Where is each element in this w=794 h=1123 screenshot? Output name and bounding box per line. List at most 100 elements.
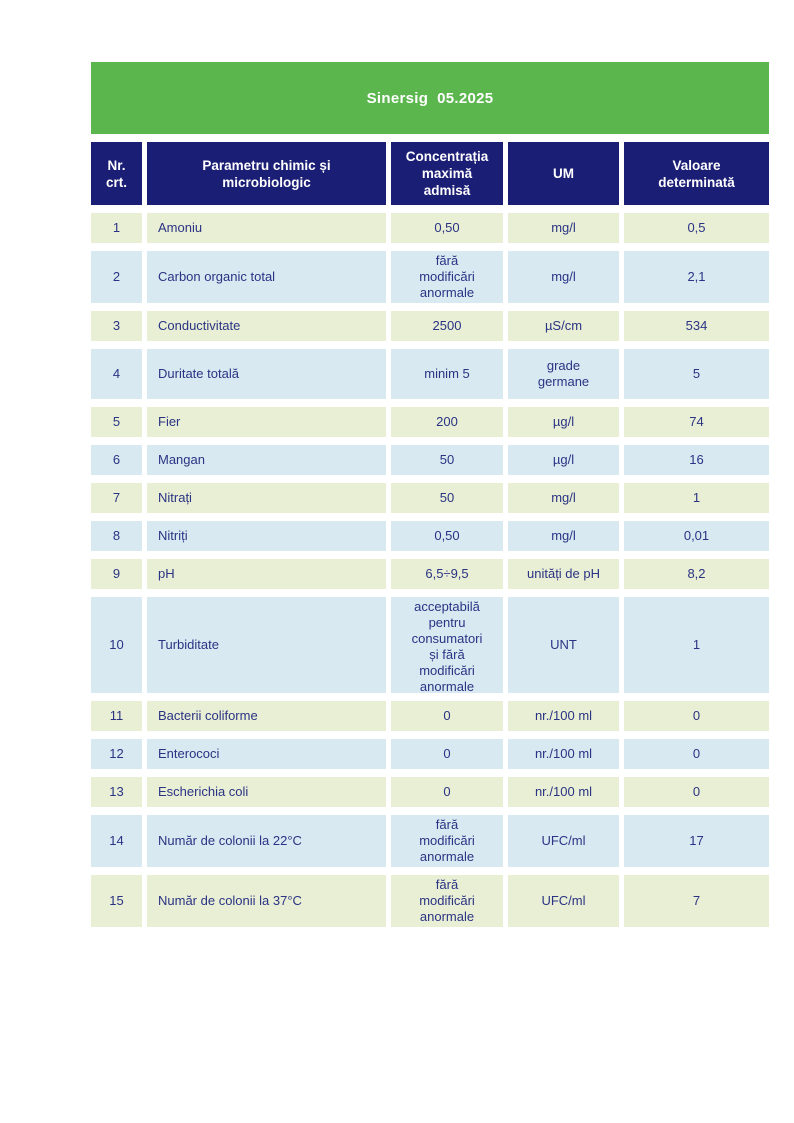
cell-cma: 6,5÷9,5	[391, 559, 503, 589]
cell-param: Număr de colonii la 22°C	[147, 815, 386, 867]
col-header-um: UM	[508, 142, 619, 205]
cell-nr: 10	[91, 597, 142, 693]
cell-param: Fier	[147, 407, 386, 437]
cell-val: 5	[624, 349, 769, 399]
cell-um: grade germane	[508, 349, 619, 399]
table-row: 13 Escherichia coli 0 nr./100 ml 0	[91, 777, 769, 807]
table-row: 8 Nitriți 0,50 mg/l 0,01	[91, 521, 769, 551]
cell-val: 0	[624, 777, 769, 807]
cell-param: Conductivitate	[147, 311, 386, 341]
cell-param: Nitrați	[147, 483, 386, 513]
cell-nr: 3	[91, 311, 142, 341]
report-title-banner: Sinersig 05.2025	[91, 62, 769, 134]
cell-um: nr./100 ml	[508, 777, 619, 807]
cell-param: Nitriți	[147, 521, 386, 551]
table-row: 4 Duritate totală minim 5 grade germane …	[91, 349, 769, 399]
table-row: 12 Enterococi 0 nr./100 ml 0	[91, 739, 769, 769]
cell-um: mg/l	[508, 483, 619, 513]
cell-param: Escherichia coli	[147, 777, 386, 807]
cell-cma: 0	[391, 739, 503, 769]
cell-nr: 14	[91, 815, 142, 867]
table-row: 3 Conductivitate 2500 µS/cm 534	[91, 311, 769, 341]
cell-nr: 4	[91, 349, 142, 399]
cell-nr: 9	[91, 559, 142, 589]
col-header-nr-crt: Nr. crt.	[91, 142, 142, 205]
table-row: 5 Fier 200 µg/l 74	[91, 407, 769, 437]
cell-val: 16	[624, 445, 769, 475]
cell-cma: 0	[391, 777, 503, 807]
cell-val: 0	[624, 701, 769, 731]
table-row: 9 pH 6,5÷9,5 unități de pH 8,2	[91, 559, 769, 589]
cell-cma: 0,50	[391, 213, 503, 243]
cell-um: mg/l	[508, 213, 619, 243]
cell-val: 8,2	[624, 559, 769, 589]
cell-val: 1	[624, 483, 769, 513]
cell-val: 2,1	[624, 251, 769, 303]
col-header-parametru: Parametru chimic și microbiologic	[147, 142, 386, 205]
cell-cma: 200	[391, 407, 503, 437]
table-row: 11 Bacterii coliforme 0 nr./100 ml 0	[91, 701, 769, 731]
cell-cma: fără modificări anormale	[391, 815, 503, 867]
cell-nr: 1	[91, 213, 142, 243]
cell-um: mg/l	[508, 521, 619, 551]
cell-nr: 13	[91, 777, 142, 807]
table-row: 14 Număr de colonii la 22°C fără modific…	[91, 815, 769, 867]
cell-val: 7	[624, 875, 769, 927]
cell-cma: 50	[391, 483, 503, 513]
cell-cma: 0	[391, 701, 503, 731]
cell-param: Enterococi	[147, 739, 386, 769]
table-header-row: Nr. crt. Parametru chimic și microbiolog…	[91, 142, 769, 205]
cell-um: mg/l	[508, 251, 619, 303]
table-row: 6 Mangan 50 µg/l 16	[91, 445, 769, 475]
cell-nr: 7	[91, 483, 142, 513]
cell-val: 0	[624, 739, 769, 769]
cell-param: Număr de colonii la 37°C	[147, 875, 386, 927]
table-row: 1 Amoniu 0,50 mg/l 0,5	[91, 213, 769, 243]
report-title: Sinersig 05.2025	[366, 89, 494, 107]
cell-nr: 2	[91, 251, 142, 303]
cell-um: UFC/ml	[508, 875, 619, 927]
cell-um: µg/l	[508, 445, 619, 475]
cell-um: nr./100 ml	[508, 739, 619, 769]
water-quality-table: Nr. crt. Parametru chimic și microbiolog…	[86, 134, 774, 935]
table-row: 2 Carbon organic total fără modificări a…	[91, 251, 769, 303]
cell-nr: 5	[91, 407, 142, 437]
cell-param: Duritate totală	[147, 349, 386, 399]
cell-um: UNT	[508, 597, 619, 693]
cell-cma: fără modificări anormale	[391, 875, 503, 927]
cell-cma: 50	[391, 445, 503, 475]
cell-val: 17	[624, 815, 769, 867]
cell-param: Turbiditate	[147, 597, 386, 693]
cell-param: pH	[147, 559, 386, 589]
cell-cma: minim 5	[391, 349, 503, 399]
cell-param: Carbon organic total	[147, 251, 386, 303]
cell-param: Bacterii coliforme	[147, 701, 386, 731]
table-row: 15 Număr de colonii la 37°C fără modific…	[91, 875, 769, 927]
table-row: 7 Nitrați 50 mg/l 1	[91, 483, 769, 513]
cell-param: Amoniu	[147, 213, 386, 243]
cell-cma: fără modificări anormale	[391, 251, 503, 303]
cell-nr: 15	[91, 875, 142, 927]
cell-cma: acceptabilă pentru consumatori și fără m…	[391, 597, 503, 693]
cell-val: 534	[624, 311, 769, 341]
cell-nr: 11	[91, 701, 142, 731]
cell-um: nr./100 ml	[508, 701, 619, 731]
col-header-cma: Concentrația maximă admisă	[391, 142, 503, 205]
cell-nr: 8	[91, 521, 142, 551]
cell-cma: 0,50	[391, 521, 503, 551]
cell-param: Mangan	[147, 445, 386, 475]
cell-val: 0,01	[624, 521, 769, 551]
cell-val: 74	[624, 407, 769, 437]
cell-um: µS/cm	[508, 311, 619, 341]
cell-val: 1	[624, 597, 769, 693]
table-row: 10 Turbiditate acceptabilă pentru consum…	[91, 597, 769, 693]
cell-nr: 6	[91, 445, 142, 475]
cell-cma: 2500	[391, 311, 503, 341]
cell-um: UFC/ml	[508, 815, 619, 867]
cell-val: 0,5	[624, 213, 769, 243]
col-header-valoare: Valoare determinată	[624, 142, 769, 205]
cell-um: unități de pH	[508, 559, 619, 589]
cell-nr: 12	[91, 739, 142, 769]
cell-cma-text: acceptabilă pentru consumatori și fără m…	[411, 599, 483, 691]
